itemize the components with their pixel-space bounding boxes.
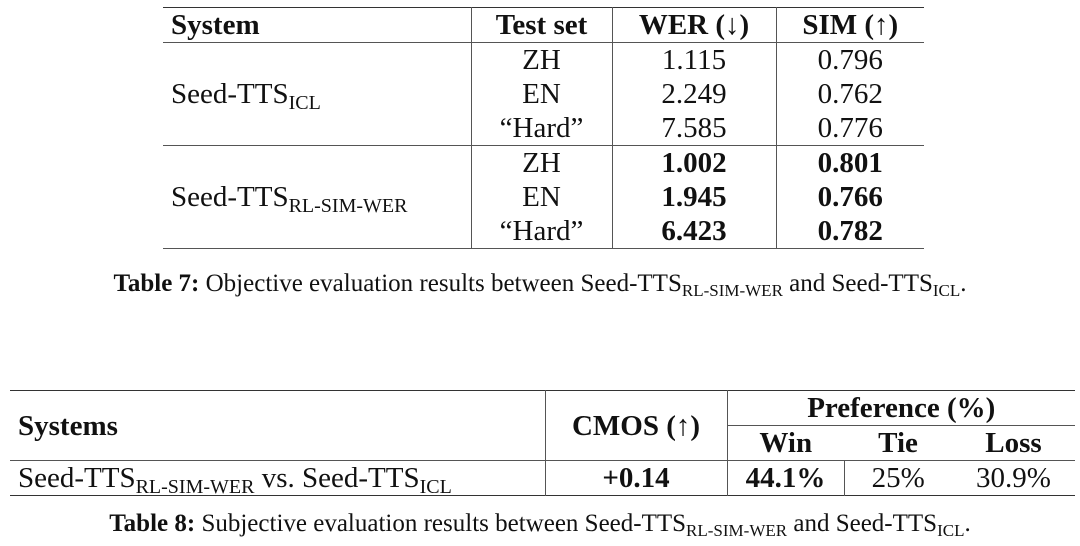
subscript: RL-SIM-WER bbox=[135, 476, 255, 498]
cell: 1.002 bbox=[612, 145, 777, 180]
header-row: Systems CMOS (↑) Preference (%) bbox=[10, 390, 1076, 461]
header-row: System Test set WER (↓) SIM (↑) bbox=[163, 7, 924, 43]
row: Seed-TTSRL-SIM-WER vs. Seed-TTSICL +0.14 4… bbox=[10, 460, 1075, 498]
header-cell: SIM (↑) bbox=[802, 9, 899, 41]
text: Seed-TTS bbox=[18, 462, 136, 494]
cell: 2.249 bbox=[612, 77, 777, 111]
subscript: ICL bbox=[937, 521, 965, 540]
row: “Hard” 6.423 0.782 bbox=[163, 214, 924, 249]
cell: 0.796 bbox=[817, 44, 883, 76]
header-cell: System bbox=[163, 7, 472, 43]
cell: 6.423 bbox=[612, 214, 777, 249]
row: EN 2.249 0.762 bbox=[163, 77, 924, 111]
cell: 0.801 bbox=[817, 147, 883, 179]
cell: 30.9% bbox=[976, 462, 1051, 494]
subscript: RL-SIM-WER bbox=[288, 195, 408, 217]
cell: +0.14 bbox=[545, 460, 728, 496]
caption-label: Table 7: bbox=[113, 270, 200, 297]
cell: 0.776 bbox=[817, 112, 883, 144]
row: “Hard” 7.585 0.776 bbox=[163, 111, 924, 146]
header-cell: Tie bbox=[878, 427, 918, 459]
system-cell: Seed-TTSRL-SIM-WER vs. Seed-TTSICL bbox=[10, 460, 546, 498]
cell: 44.1% bbox=[727, 460, 845, 496]
text: Objective evaluation results between See… bbox=[199, 270, 682, 297]
header-cell: CMOS (↑) bbox=[545, 390, 728, 461]
subscript: ICL bbox=[419, 476, 452, 498]
text: and Seed-TTS bbox=[782, 270, 933, 297]
cell: “Hard” bbox=[471, 214, 613, 249]
text: . bbox=[960, 270, 967, 297]
text: Seed-TTS bbox=[171, 78, 289, 110]
header-cell: WER (↓) bbox=[612, 7, 777, 43]
text: vs. Seed-TTS bbox=[254, 462, 420, 494]
row: EN 1.945 0.766 bbox=[163, 180, 924, 214]
table-7: System Test set WER (↓) SIM (↑) Seed-TTSICL Z… bbox=[163, 7, 924, 249]
cell: 0.782 bbox=[817, 215, 883, 247]
system-cell: Seed-TTSICL bbox=[163, 42, 472, 146]
cell: ZH bbox=[471, 145, 613, 180]
header-cell: Test set bbox=[471, 7, 613, 43]
cell: ZH bbox=[471, 42, 613, 77]
header-cell: Preference (%) bbox=[727, 390, 1076, 426]
cell: 25% bbox=[871, 462, 925, 494]
cell: 7.585 bbox=[612, 111, 777, 146]
header-cell: Systems bbox=[10, 390, 546, 461]
text: . bbox=[964, 510, 971, 537]
subscript: RL-SIM-WER bbox=[681, 281, 783, 300]
subscript: ICL bbox=[288, 92, 321, 114]
cell: 1.115 bbox=[612, 42, 777, 77]
text: and Seed-TTS bbox=[787, 510, 938, 537]
cell: 0.762 bbox=[817, 78, 883, 110]
table-8: Systems CMOS (↑) Preference (%) Win Tie Loss S… bbox=[10, 390, 1076, 498]
cell: 0.766 bbox=[817, 181, 883, 213]
row: Seed-TTSRL-SIM-WER ZH 1.002 0.801 bbox=[163, 145, 924, 249]
text: Subjective evaluation results between Se… bbox=[195, 510, 687, 537]
header-cell: Loss bbox=[985, 427, 1042, 459]
cell: EN bbox=[471, 180, 613, 214]
row: Seed-TTSICL ZH 1.115 0.796 bbox=[163, 42, 924, 146]
table-7-caption: Table 7: Objective evaluation results be… bbox=[0, 270, 1080, 300]
caption-label: Table 8: bbox=[109, 510, 196, 537]
subscript: RL-SIM-WER bbox=[686, 521, 788, 540]
subscript: ICL bbox=[932, 281, 961, 300]
cell: “Hard” bbox=[471, 111, 613, 146]
header-cell: Win bbox=[759, 427, 813, 459]
system-cell: Seed-TTSRL-SIM-WER bbox=[163, 145, 472, 249]
cell: EN bbox=[471, 77, 613, 111]
table-8-caption: Table 8: Subjective evaluation results b… bbox=[0, 510, 1080, 540]
cell: 1.945 bbox=[612, 180, 777, 214]
text: Seed-TTS bbox=[171, 181, 289, 213]
